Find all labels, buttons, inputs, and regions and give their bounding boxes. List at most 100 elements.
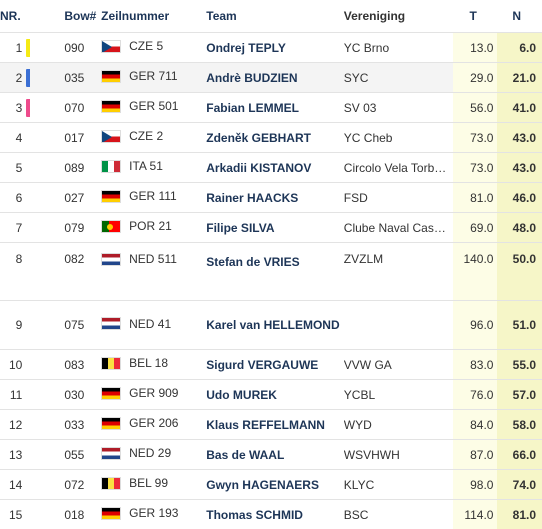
sail-number-cell: GER 193: [101, 500, 206, 529]
header-club[interactable]: Vereniging: [344, 0, 453, 33]
header-bow[interactable]: Bow#: [30, 0, 101, 33]
bel-flag-icon: [101, 357, 121, 370]
ger-flag-icon: [101, 70, 121, 83]
team-name[interactable]: Andrè BUDZIEN: [206, 63, 344, 93]
team-name[interactable]: Gwyn HAGENAERS: [206, 470, 344, 500]
bow-number: 083: [30, 350, 101, 380]
club-name: VVW GA: [344, 350, 453, 380]
net-points: 58.0: [497, 410, 542, 440]
club-name: [344, 301, 453, 350]
net-points: 43.0: [497, 153, 542, 183]
team-name[interactable]: Karel van HELLEMOND: [206, 301, 344, 350]
team-name[interactable]: Thomas SCHMID: [206, 500, 344, 529]
team-name[interactable]: Klaus REFFELMANN: [206, 410, 344, 440]
bow-number: 072: [30, 470, 101, 500]
sail-number-cell: BEL 99: [101, 470, 206, 500]
team-name[interactable]: Bas de WAAL: [206, 440, 344, 470]
sail-number-cell: GER 711: [101, 63, 206, 93]
ned-flag-icon: [101, 317, 121, 330]
net-points: 51.0: [497, 301, 542, 350]
team-name[interactable]: Sigurd VERGAUWE: [206, 350, 344, 380]
rank-cell: 3: [0, 93, 30, 123]
team-name[interactable]: Udo MUREK: [206, 380, 344, 410]
sail-number-cell: GER 111: [101, 183, 206, 213]
total-points: 56.0: [453, 93, 497, 123]
team-name[interactable]: Ondrej TEPLY: [206, 33, 344, 63]
por-flag-icon: [101, 220, 121, 233]
team-name[interactable]: Arkadii KISTANOV: [206, 153, 344, 183]
total-points: 83.0: [453, 350, 497, 380]
sail-number-cell: ITA 51: [101, 153, 206, 183]
sail-number: ITA 51: [129, 159, 163, 173]
header-row: NR. Bow# Zeilnummer Team Vereniging T N: [0, 0, 542, 33]
total-points: 114.0: [453, 500, 497, 529]
net-points: 55.0: [497, 350, 542, 380]
sail-number-cell: GER 206: [101, 410, 206, 440]
team-name[interactable]: Zdeněk GEBHART: [206, 123, 344, 153]
sail-number-cell: BEL 18: [101, 350, 206, 380]
rank-number: 5: [0, 161, 30, 175]
sail-number: GER 909: [129, 386, 178, 400]
bow-number: 035: [30, 63, 101, 93]
sail-number: BEL 18: [129, 356, 168, 370]
bow-number: 017: [30, 123, 101, 153]
club-name: SV 03: [344, 93, 453, 123]
bow-number: 089: [30, 153, 101, 183]
team-name[interactable]: Filipe SILVA: [206, 213, 344, 243]
header-total[interactable]: T: [453, 0, 497, 33]
bow-number: 018: [30, 500, 101, 529]
club-name: ZVZLM: [344, 243, 453, 301]
ger-flag-icon: [101, 100, 121, 113]
rank-cell: 12: [0, 410, 30, 440]
total-points: 73.0: [453, 153, 497, 183]
club-name: SYC: [344, 63, 453, 93]
sail-number-cell: NED 511: [101, 243, 206, 301]
rank-number: 10: [0, 358, 30, 372]
header-nr[interactable]: NR.: [0, 0, 30, 33]
rank-cell: 11: [0, 380, 30, 410]
club-name: YC Brno: [344, 33, 453, 63]
sail-number: CZE 5: [129, 39, 163, 53]
total-points: 76.0: [453, 380, 497, 410]
rank-number: 4: [0, 131, 30, 145]
team-name[interactable]: Fabian LEMMEL: [206, 93, 344, 123]
rank-cell: 10: [0, 350, 30, 380]
sail-number-cell: POR 21: [101, 213, 206, 243]
header-sail-number[interactable]: Zeilnummer: [101, 0, 206, 33]
sail-number: GER 206: [129, 416, 178, 430]
bow-number: 082: [30, 243, 101, 301]
ned-flag-icon: [101, 447, 121, 460]
ned-flag-icon: [101, 253, 121, 266]
header-net[interactable]: N: [497, 0, 542, 33]
club-name: Clube Naval Cas…: [344, 213, 453, 243]
rank-number: 12: [0, 418, 30, 432]
team-name[interactable]: Stefan de VRIES: [206, 243, 344, 301]
total-points: 140.0: [453, 243, 497, 301]
net-points: 57.0: [497, 380, 542, 410]
rank-cell: 4: [0, 123, 30, 153]
net-points: 81.0: [497, 500, 542, 529]
rank-cell: 7: [0, 213, 30, 243]
team-name[interactable]: Rainer HAACKS: [206, 183, 344, 213]
header-team[interactable]: Team: [206, 0, 344, 33]
club-name: BSC: [344, 500, 453, 529]
position-marker: [26, 99, 30, 117]
total-points: 96.0: [453, 301, 497, 350]
rank-cell: 5: [0, 153, 30, 183]
